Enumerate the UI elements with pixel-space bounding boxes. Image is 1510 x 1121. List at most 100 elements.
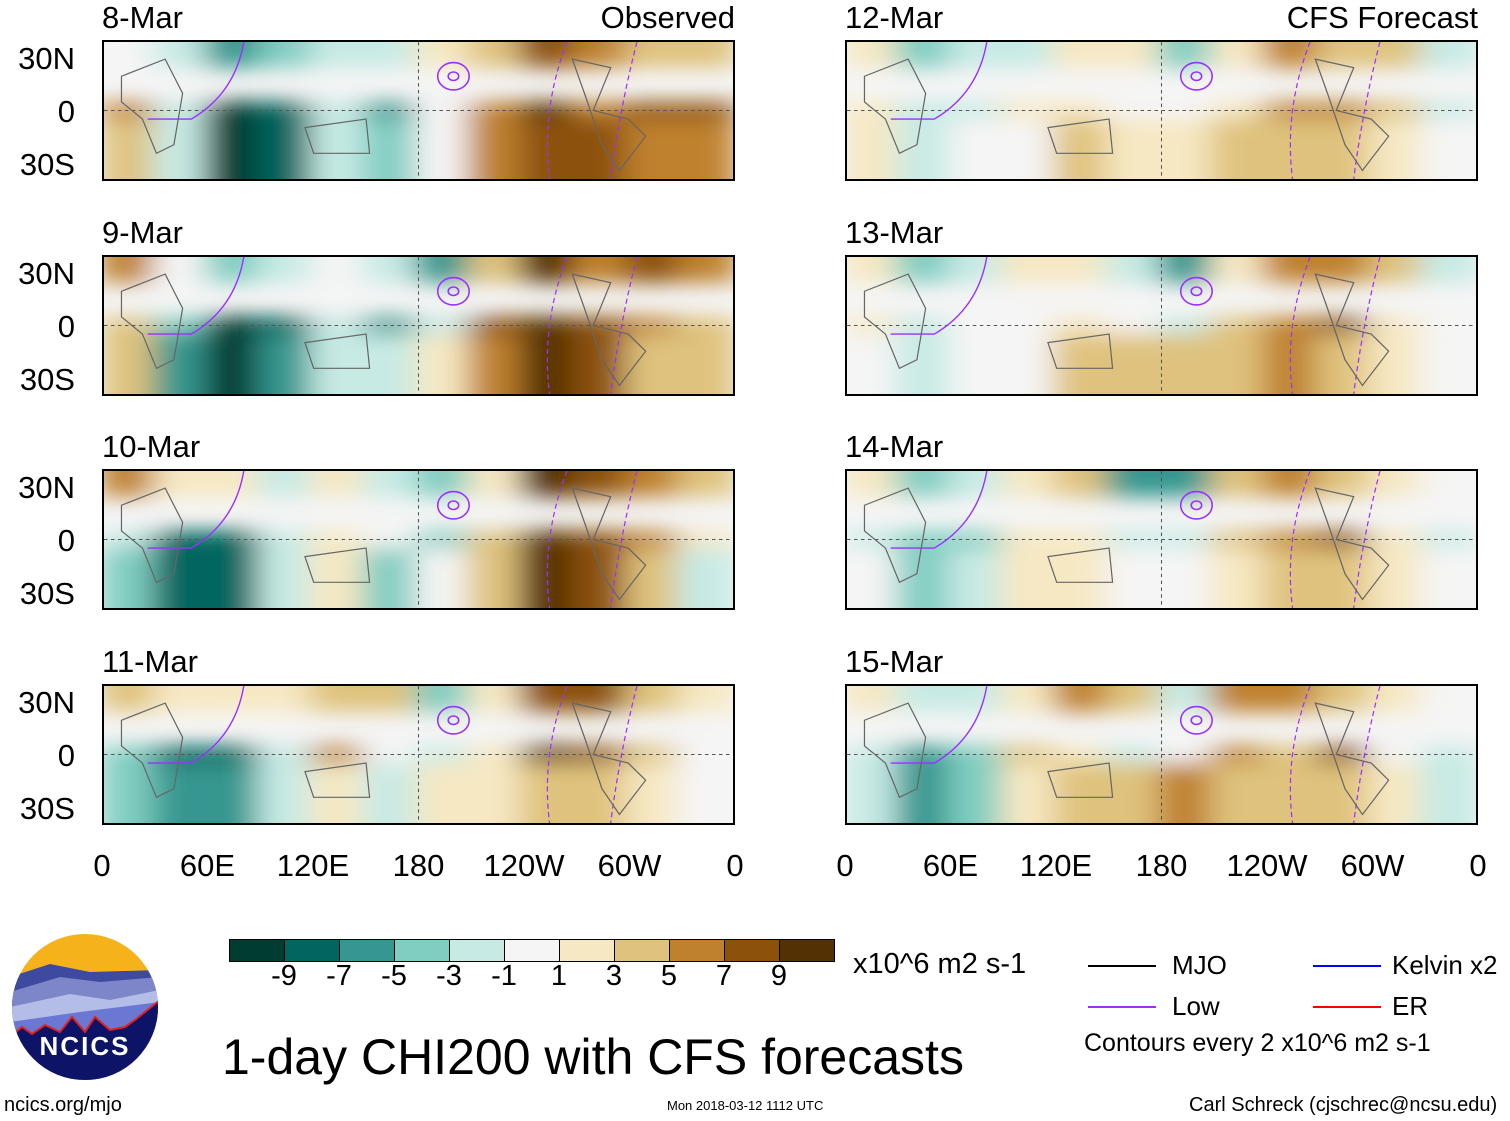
lon-label: 0 [1469,848,1487,883]
field-cell [895,119,956,179]
field-cell [415,763,475,823]
map-panel [845,684,1478,825]
lat-label: 30N [18,685,75,720]
field-cell [415,548,475,608]
field-cell [257,119,318,179]
field-cell [948,119,1008,179]
lon-label: 0 [726,848,744,883]
low-contour [1179,61,1213,91]
colorbar-label: -7 [326,960,352,992]
field-cell [1367,334,1428,394]
map-panel [845,40,1478,181]
low-contour [436,276,470,306]
field-cell [948,763,1008,823]
field-cell [415,101,475,120]
field-cell [1000,334,1061,394]
field-cell [310,42,370,68]
field-cell [1053,686,1113,712]
lon-label: 120W [483,848,565,883]
field-cell [1105,548,1165,608]
field-cell [1105,257,1165,283]
field-cell [1158,42,1218,68]
field-cell [1210,334,1270,394]
panel-date: 8-Mar [102,0,183,35]
field-cell [948,316,1008,335]
field-cell [624,119,685,179]
panel-date: 15-Mar [845,644,944,679]
field-cell [677,119,733,179]
colorbar-label: 1 [550,960,568,992]
field-cell [1105,686,1165,712]
field-cell [519,548,580,608]
field-cell [1158,257,1218,283]
field-cell [415,42,475,68]
field-cell [205,257,265,283]
field-cell [677,334,733,394]
field-cell [205,119,265,179]
field-cell [895,686,956,712]
field-cell [310,548,370,608]
field-cell [205,745,265,764]
field-cell [572,686,632,712]
field-cell [415,745,475,764]
field-cell [847,119,903,179]
field-cell [677,763,733,823]
colorbar-swatch [670,940,725,961]
lat-label: 0 [57,94,75,129]
coastlines [863,702,1390,816]
field-cell [1000,471,1061,497]
legend-mjo-line [1088,965,1156,967]
coastlines [863,273,1390,387]
field-cell [1158,471,1218,497]
field-cell [104,471,160,497]
colorbar-swatch [395,940,450,961]
field-cell [467,548,527,608]
coastlines [120,273,647,387]
field-cell [1000,42,1061,68]
site-link[interactable]: ncics.org/mjo [4,1094,122,1116]
lat-label: 30S [19,791,75,826]
field-cell [624,763,685,823]
field-cell [847,257,903,283]
field-cell [152,763,213,823]
field-cell [415,471,475,497]
colorbar-swatch [285,940,340,961]
field-cell [624,530,685,549]
lat-label: 30S [19,362,75,397]
field-cell [572,119,632,179]
field-cell [1420,334,1476,394]
field-cell [895,42,956,68]
field-cell [1420,548,1476,608]
field-cell [1262,686,1323,712]
field-cell [1000,686,1061,712]
field-cell [467,119,527,179]
field-cell [1053,334,1113,394]
colorbar-swatch [505,940,560,961]
lat-label: 30N [18,256,75,291]
field-cell [1158,119,1218,179]
field-cell [677,257,733,283]
field-cell [895,334,956,394]
field-cell [624,101,685,120]
field-cell [1367,257,1428,283]
lat-label: 0 [57,523,75,558]
field-cell [1210,763,1270,823]
low-contour [436,61,470,91]
field-cell [1420,763,1476,823]
colorbar-swatch [615,940,670,961]
field-cell [362,334,422,394]
coastlines [863,487,1390,601]
colorbar [229,939,835,962]
lon-label: 0 [93,848,111,883]
field-cell [519,334,580,394]
field-cell [1210,257,1270,283]
field-cell [467,686,527,712]
field-cell [677,686,733,712]
field-cell [415,316,475,335]
field-cell [948,686,1008,712]
field-cell [257,334,318,394]
colorbar-label: 3 [605,960,623,992]
field-cell [205,334,265,394]
lat-label: 30S [19,147,75,182]
field-cell [1262,119,1323,179]
